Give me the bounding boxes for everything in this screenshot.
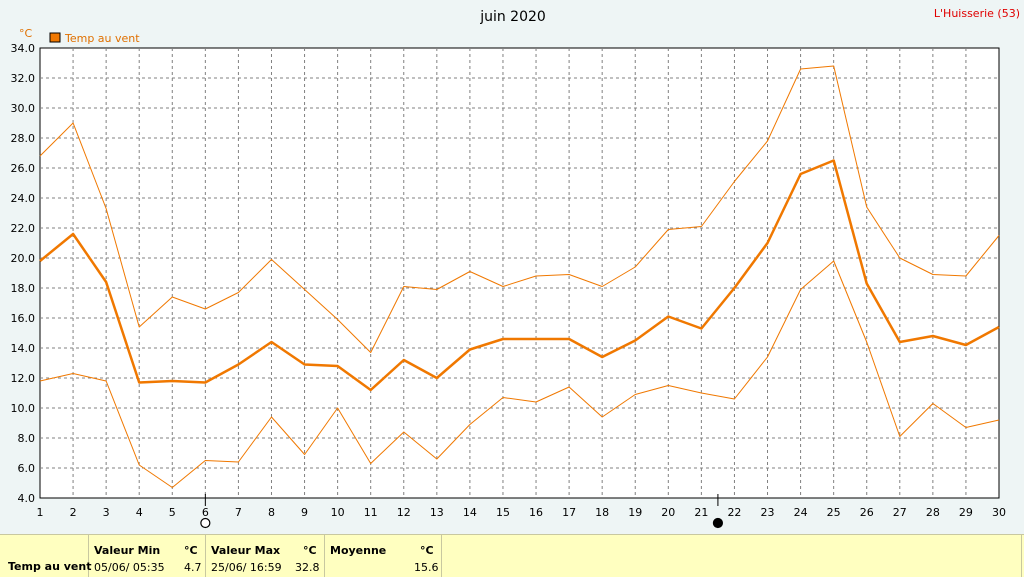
x-tick-label: 18 [595, 506, 609, 519]
footer-row-label: Temp au vent [8, 560, 92, 573]
y-tick-label: 16.0 [11, 312, 36, 325]
x-tick-label: 19 [628, 506, 642, 519]
x-tick-label: 4 [136, 506, 143, 519]
y-tick-label: 6.0 [18, 462, 36, 475]
mean-unit: °C [420, 544, 434, 557]
y-tick-label: 24.0 [11, 192, 36, 205]
series-line-mean [39, 159, 1000, 392]
max-date: 25/06/ 16:59 [211, 561, 282, 574]
x-axis: 1 2 3 4 5 6 7 8 9 10 11 12 13 14 15 16 17 18 19 20 21 22 23 24 2… [37, 506, 1007, 519]
x-tick-label: 22 [727, 506, 741, 519]
plot-area [39, 47, 1000, 499]
x-tick-label: 13 [430, 506, 444, 519]
x-tick-label: 25 [827, 506, 841, 519]
max-header: Valeur Max [211, 544, 281, 557]
max-value: 32.8 [295, 561, 320, 574]
station-label: L'Huisserie (53) [934, 7, 1020, 20]
footer-label-cell: Temp au vent [0, 535, 92, 577]
x-tick-label: 28 [926, 506, 940, 519]
x-tick-label: 21 [694, 506, 708, 519]
x-tick-label: 7 [235, 506, 242, 519]
legend-swatch [49, 32, 61, 43]
x-tick-label: 8 [268, 506, 275, 519]
temperature-chart: juin 2020 L'Huisserie (53) °C Temp au ve… [11, 7, 1020, 529]
new-moon-icon [712, 517, 724, 529]
x-tick-label: 29 [959, 506, 973, 519]
x-tick-label: 24 [794, 506, 808, 519]
y-tick-label: 34.0 [11, 42, 36, 55]
min-unit: °C [184, 544, 198, 557]
max-unit: °C [303, 544, 317, 557]
y-axis: 4.0 6.0 8.0 10.0 12.0 14.0 16.0 18.0 20.0 22.0 24.… [11, 42, 36, 505]
y-tick-label: 8.0 [18, 432, 36, 445]
mean-header: Moyenne [330, 544, 387, 557]
x-tick-label: 1 [37, 506, 44, 519]
y-tick-label: 4.0 [18, 492, 36, 505]
x-tick-label: 2 [70, 506, 77, 519]
footer-max-cell: Valeur Max °C 25/06/ 16:59 32.8 [205, 535, 325, 577]
x-tick-label: 23 [761, 506, 775, 519]
series-line-min [39, 260, 1000, 488]
x-tick-label: 30 [992, 506, 1006, 519]
y-tick-label: 14.0 [11, 342, 36, 355]
footer-empty-cell [441, 535, 1022, 577]
min-date: 05/06/ 05:35 [94, 561, 165, 574]
y-tick-label: 20.0 [11, 252, 36, 265]
y-tick-label: 18.0 [11, 282, 36, 295]
chart-title: juin 2020 [479, 9, 546, 25]
series [39, 65, 1000, 488]
x-tick-label: 26 [860, 506, 874, 519]
x-tick-label: 15 [496, 506, 510, 519]
x-tick-label: 5 [169, 506, 176, 519]
y-tick-label: 30.0 [11, 102, 36, 115]
x-tick-label: 20 [661, 506, 675, 519]
x-tick-label: 17 [562, 506, 576, 519]
x-tick-label: 10 [331, 506, 345, 519]
y-unit-label: °C [19, 27, 33, 40]
min-header: Valeur Min [94, 544, 161, 557]
x-tick-label: 27 [893, 506, 907, 519]
footer-mean-cell: Moyenne °C 15.6 [324, 535, 442, 577]
x-tick-label: 14 [463, 506, 477, 519]
legend-label: Temp au vent [64, 32, 140, 45]
grid [40, 48, 999, 498]
x-tick-label: 11 [364, 506, 378, 519]
stats-footer: Temp au vent Valeur Min °C 05/06/ 05:35 … [0, 534, 1024, 577]
x-tick-label: 16 [529, 506, 543, 519]
y-tick-label: 28.0 [11, 132, 36, 145]
min-value: 4.7 [184, 561, 202, 574]
x-tick-label: 9 [301, 506, 308, 519]
series-line-max [39, 65, 1000, 353]
y-tick-label: 26.0 [11, 162, 36, 175]
y-tick-label: 10.0 [11, 402, 36, 415]
x-tick-label: 3 [103, 506, 110, 519]
moon-phases [200, 494, 724, 529]
y-tick-label: 32.0 [11, 72, 36, 85]
full-moon-icon [200, 517, 211, 529]
x-tick-label: 12 [397, 506, 411, 519]
x-tick-label: 6 [202, 506, 209, 519]
mean-value: 15.6 [414, 561, 439, 574]
footer-min-cell: Valeur Min °C 05/06/ 05:35 4.7 [88, 535, 206, 577]
y-tick-label: 22.0 [11, 222, 36, 235]
y-tick-label: 12.0 [11, 372, 36, 385]
